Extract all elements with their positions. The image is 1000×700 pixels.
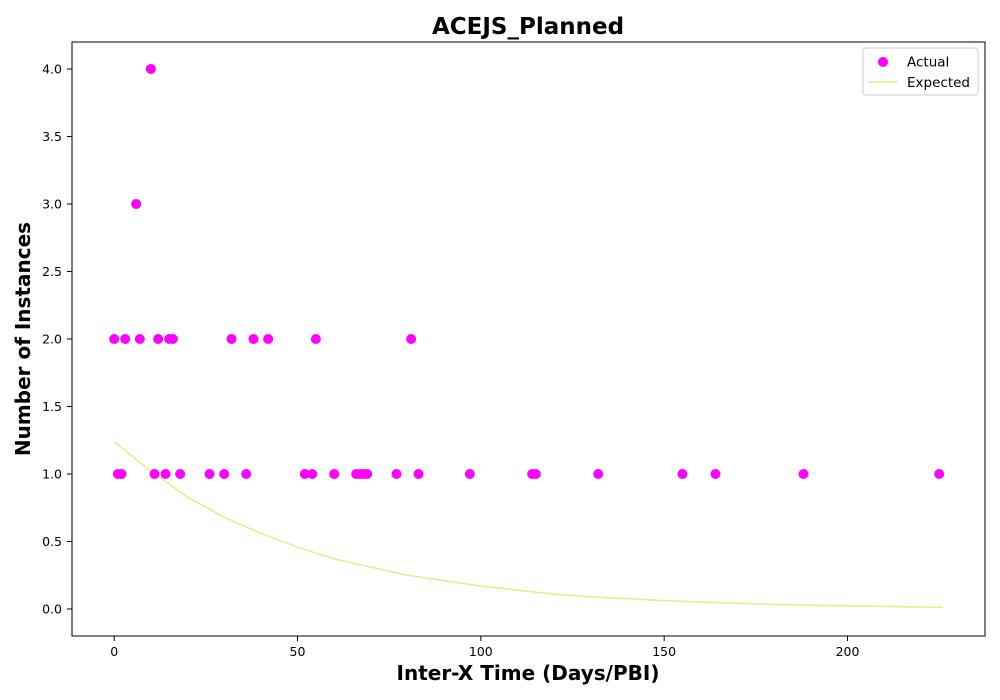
actual-data-point	[464, 469, 475, 479]
actual-points	[109, 64, 945, 479]
actual-data-point	[160, 469, 171, 479]
actual-data-point	[134, 334, 145, 344]
actual-data-point	[149, 469, 160, 479]
actual-data-point	[109, 334, 120, 344]
y-tick-label: 1.5	[42, 399, 62, 414]
chart-title: ACEJS_Planned	[432, 14, 624, 40]
y-tick-label: 1.0	[42, 467, 62, 482]
actual-data-point	[307, 469, 318, 479]
x-tick-label: 100	[469, 644, 493, 659]
x-tick-label: 200	[836, 644, 860, 659]
legend-actual-marker	[878, 57, 888, 67]
y-tick-label: 3.0	[42, 197, 62, 212]
actual-data-point	[263, 334, 274, 344]
actual-data-point	[299, 469, 310, 479]
legend: Actual Expected	[862, 47, 979, 96]
y-tick-label: 4.0	[42, 62, 62, 77]
y-tick-label: 2.0	[42, 332, 62, 347]
actual-data-point	[116, 469, 127, 479]
y-tick-label: 0.5	[42, 534, 62, 549]
actual-data-point	[153, 334, 164, 344]
plot-area	[71, 41, 986, 637]
legend-expected-label: Expected	[907, 75, 970, 91]
actual-data-point	[798, 469, 809, 479]
actual-data-point	[413, 469, 424, 479]
actual-data-point	[530, 469, 541, 479]
x-axis: 0 50 100 150 200	[110, 636, 859, 659]
y-axis-label: Number of Instances	[11, 222, 35, 456]
actual-data-point	[406, 334, 417, 344]
actual-data-point	[241, 469, 252, 479]
expected-line	[113, 441, 943, 608]
actual-data-point	[145, 64, 156, 74]
actual-data-point	[310, 334, 321, 344]
x-tick-label: 150	[652, 644, 676, 659]
x-tick-label: 50	[290, 644, 306, 659]
actual-data-point	[329, 469, 340, 479]
legend-box	[862, 47, 979, 96]
x-tick-label: 0	[110, 644, 118, 659]
y-tick-label: 0.0	[42, 602, 62, 617]
actual-data-point	[677, 469, 688, 479]
actual-data-point	[175, 469, 186, 479]
actual-data-point	[167, 334, 178, 344]
actual-data-point	[219, 469, 230, 479]
actual-data-point	[593, 469, 604, 479]
actual-data-point	[710, 469, 721, 479]
actual-data-point	[934, 469, 945, 479]
actual-data-point	[248, 334, 259, 344]
actual-data-point	[204, 469, 215, 479]
actual-data-point	[362, 469, 373, 479]
x-axis-label: Inter-X Time (Days/PBI)	[397, 661, 660, 685]
legend-actual-label: Actual	[907, 55, 949, 71]
actual-data-point	[391, 469, 402, 479]
actual-data-point	[226, 334, 237, 344]
y-tick-label: 2.5	[42, 264, 62, 279]
actual-data-point	[120, 334, 131, 344]
y-tick-label: 3.5	[42, 129, 62, 144]
y-axis: 0.0 0.5 1.0 1.5 2.0 2.5 3.0 3.5 4.0	[42, 62, 72, 617]
actual-data-point	[131, 199, 142, 209]
